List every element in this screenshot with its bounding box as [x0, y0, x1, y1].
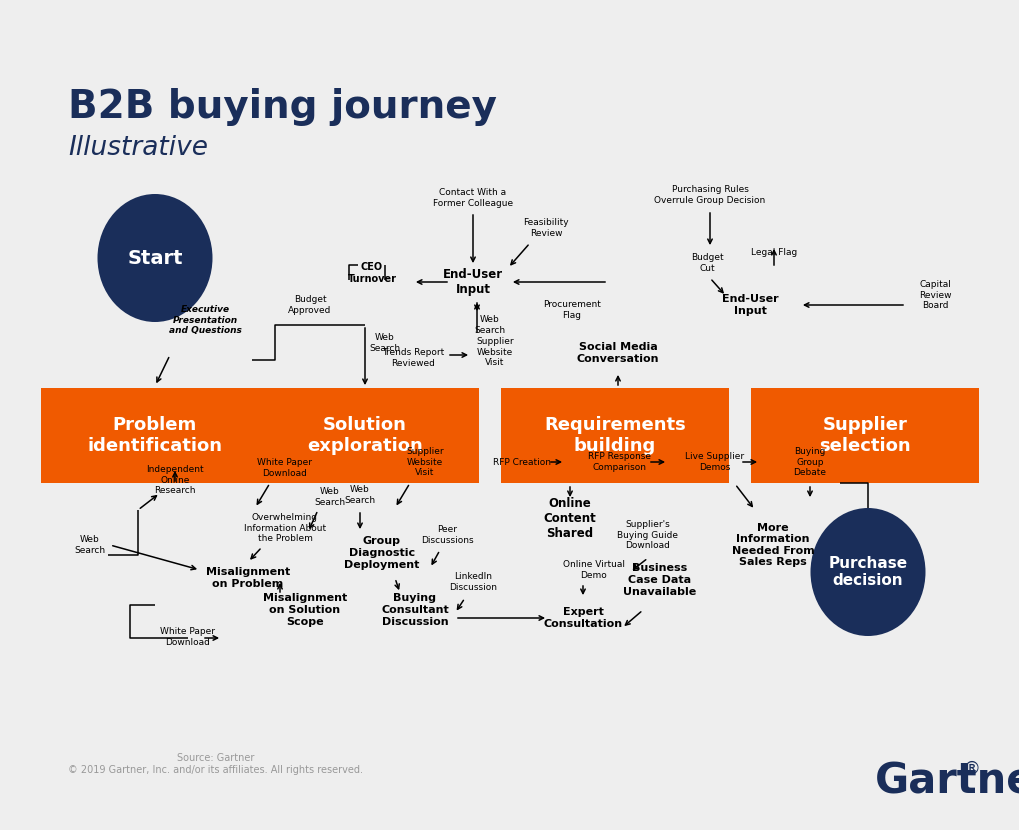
Text: Web
Search: Web Search [74, 535, 105, 554]
Text: End-User
Input: End-User Input [721, 294, 777, 315]
Text: Source: Gartner
© 2019 Gartner, Inc. and/or its affiliates. All rights reserved.: Source: Gartner © 2019 Gartner, Inc. and… [68, 753, 363, 774]
Text: End-User
Input: End-User Input [442, 268, 502, 296]
Text: Web
Search: Web Search [344, 486, 375, 505]
Text: Illustrative: Illustrative [68, 135, 208, 161]
Text: B2B buying journey: B2B buying journey [68, 88, 496, 126]
Text: Live Supplier
Demos: Live Supplier Demos [685, 452, 744, 471]
Text: More
Information
Needed From
Sales Reps: More Information Needed From Sales Reps [731, 523, 813, 568]
Text: Web
Search: Web Search [369, 334, 400, 353]
Text: White Paper
Download: White Paper Download [160, 627, 215, 647]
Text: Misalignment
on Solution
Scope: Misalignment on Solution Scope [263, 593, 346, 627]
Text: Independent
Online
Research: Independent Online Research [146, 465, 204, 495]
Text: Social Media
Conversation: Social Media Conversation [576, 342, 658, 364]
Text: RFP Response
Comparison: RFP Response Comparison [588, 452, 651, 471]
Text: Online Virtual
Demo: Online Virtual Demo [562, 560, 625, 579]
Text: CEO
Turnover: CEO Turnover [347, 262, 396, 284]
FancyBboxPatch shape [251, 388, 479, 483]
FancyBboxPatch shape [500, 388, 729, 483]
Text: Capital
Review
Board: Capital Review Board [918, 280, 951, 310]
Text: Overwhelming
Information About
the Problem: Overwhelming Information About the Probl… [244, 513, 326, 543]
Text: Legal Flag: Legal Flag [750, 247, 796, 256]
Text: Supplier's
Buying Guide
Download: Supplier's Buying Guide Download [616, 520, 678, 550]
Text: Problem
identification: Problem identification [88, 416, 222, 455]
Text: LinkedIn
Discussion: LinkedIn Discussion [448, 573, 496, 592]
FancyBboxPatch shape [750, 388, 978, 483]
Text: Executive
Presentation
and Questions: Executive Presentation and Questions [168, 305, 242, 334]
Text: Buying
Consultant
Discussion: Buying Consultant Discussion [381, 593, 448, 627]
Text: Purchase
decision: Purchase decision [827, 556, 907, 588]
Text: Web
Search: Web Search [474, 315, 505, 334]
Text: Purchasing Rules
Overrule Group Decision: Purchasing Rules Overrule Group Decision [654, 185, 765, 205]
Text: Requirements
building: Requirements building [543, 416, 685, 455]
Text: Contact With a
Former Colleague: Contact With a Former Colleague [432, 188, 513, 208]
Text: Business
Case Data
Unavailable: Business Case Data Unavailable [623, 564, 696, 597]
Text: Supplier
Website
Visit: Supplier Website Visit [406, 447, 443, 477]
Text: Gartner: Gartner [874, 760, 1019, 802]
Text: Trends Report
Reviewed: Trends Report Reviewed [381, 349, 443, 368]
Text: ®: ® [962, 760, 980, 778]
Text: Misalignment
on Problem: Misalignment on Problem [206, 567, 289, 588]
Text: White Paper
Download: White Paper Download [257, 458, 312, 478]
Text: Supplier
selection: Supplier selection [818, 416, 910, 455]
Ellipse shape [810, 508, 924, 636]
Text: Feasibility
Review: Feasibility Review [523, 218, 569, 237]
Text: Web
Search: Web Search [314, 487, 345, 506]
Text: Start: Start [127, 248, 182, 267]
Text: Procurement
Flag: Procurement Flag [542, 300, 600, 320]
Text: Peer
Discussions: Peer Discussions [420, 525, 473, 544]
Text: Solution
exploration: Solution exploration [307, 416, 423, 455]
Text: Budget
Cut: Budget Cut [690, 253, 722, 273]
Text: Budget
Approved: Budget Approved [288, 295, 331, 315]
Ellipse shape [98, 194, 212, 322]
Text: RFP Creation: RFP Creation [492, 457, 550, 466]
Text: Buying
Group
Debate: Buying Group Debate [793, 447, 825, 477]
Text: Supplier
Website
Visit: Supplier Website Visit [476, 337, 514, 367]
Text: Group
Diagnostic
Deployment: Group Diagnostic Deployment [344, 536, 419, 569]
Text: Expert
Consultation: Expert Consultation [543, 608, 622, 629]
FancyBboxPatch shape [41, 388, 269, 483]
Text: Online
Content
Shared: Online Content Shared [543, 496, 596, 540]
